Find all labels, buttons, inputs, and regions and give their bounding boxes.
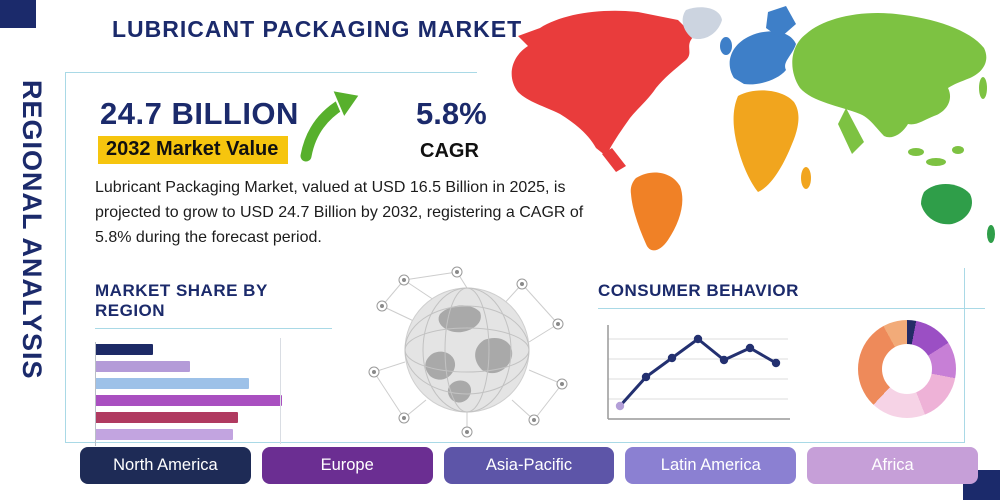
panel-border-bottom <box>65 442 965 443</box>
map-region-southeast-asia-3 <box>952 146 964 154</box>
market-share-section: MARKET SHARE BY REGION <box>95 281 332 446</box>
panel-border-top <box>65 72 477 73</box>
data-point-7 <box>771 358 781 368</box>
region-button-latin-america[interactable]: Latin America <box>625 447 797 484</box>
cagr-value: 5.8% <box>416 96 487 131</box>
map-region-south-america <box>630 172 683 251</box>
side-label: REGIONAL ANALYSIS <box>17 80 47 380</box>
world-map <box>511 6 995 251</box>
bar-segment-4 <box>96 395 283 406</box>
data-point-5 <box>719 355 729 365</box>
data-point-1 <box>615 401 625 411</box>
region-button-asia-pacific[interactable]: Asia-Pacific <box>443 447 615 484</box>
data-point-2 <box>641 372 651 382</box>
page-title: LUBRICANT PACKAGING MARKET <box>112 16 523 42</box>
map-region-uk <box>720 37 732 55</box>
map-region-southeast-asia-2 <box>926 158 946 166</box>
map-region-north-america <box>511 10 694 156</box>
growth-arrow-icon <box>298 88 362 164</box>
donut-hole <box>882 344 932 394</box>
map-region-africa <box>733 90 799 192</box>
bar-segment-1 <box>96 344 153 355</box>
market-share-bar-chart <box>95 338 332 446</box>
market-description: Lubricant Packaging Market, valued at US… <box>95 179 584 246</box>
market-donut-chart <box>858 320 956 418</box>
map-region-southeast-asia-1 <box>908 148 924 156</box>
bar-segment-6 <box>96 429 233 440</box>
bar-segment-5 <box>96 412 238 423</box>
region-button-north-america[interactable]: North America <box>80 447 251 484</box>
consumer-behavior-line-chart <box>607 325 790 420</box>
corner-accent-top-left <box>0 0 36 28</box>
globe-network-illustration <box>368 266 568 438</box>
data-point-3 <box>667 353 677 363</box>
map-region-europe <box>729 31 796 85</box>
panel-border-left <box>65 72 66 443</box>
data-point-6 <box>745 343 755 353</box>
map-region-madagascar <box>801 167 811 189</box>
market-value: 24.7 BILLION <box>100 96 299 131</box>
market-value-label: 2032 Market Value <box>98 136 289 164</box>
bar-chart-gridline <box>280 338 282 444</box>
bar-segment-3 <box>96 378 250 389</box>
region-button-europe[interactable]: Europe <box>261 447 433 484</box>
consumer-behavior-section: CONSUMER BEHAVIOR <box>598 281 985 432</box>
region-button-row: North America Europe Asia-Pacific Latin Ame… <box>80 447 978 484</box>
map-region-australia <box>921 183 972 225</box>
panel-border-right <box>964 268 965 443</box>
map-region-greenland <box>682 7 722 40</box>
cagr-label: CAGR <box>420 140 479 162</box>
region-button-africa[interactable]: Africa <box>807 447 978 484</box>
data-point-4 <box>693 334 703 344</box>
map-region-scandinavia <box>766 6 796 38</box>
market-share-heading: MARKET SHARE BY REGION <box>95 281 332 329</box>
map-region-new-zealand <box>987 225 995 243</box>
map-region-central-america <box>602 148 626 172</box>
map-region-india <box>838 108 864 154</box>
map-region-asia <box>792 12 987 138</box>
map-region-japan <box>979 77 987 99</box>
consumer-behavior-heading: CONSUMER BEHAVIOR <box>598 281 985 309</box>
bar-segment-2 <box>96 361 191 372</box>
